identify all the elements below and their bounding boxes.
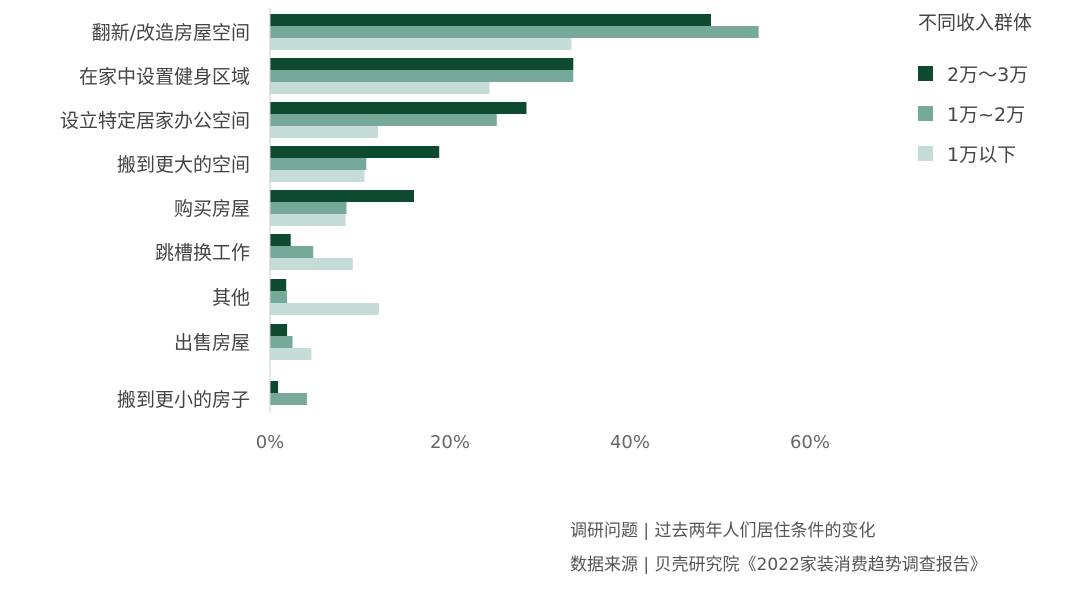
legend-swatch-high xyxy=(918,65,933,81)
category-label: 其他 xyxy=(212,287,250,309)
legend: 不同收入群体 2万～3万 1万~2万 1万以下 xyxy=(918,8,1032,173)
bar-7-series-0 xyxy=(270,324,288,336)
bar-5-series-0 xyxy=(270,234,291,246)
legend-swatch-low xyxy=(918,145,933,161)
category-label: 在家中设置健身区域 xyxy=(79,66,250,88)
bar-0-series-0 xyxy=(270,14,711,26)
bar-6-series-1 xyxy=(270,291,288,303)
bar-1-series-0 xyxy=(270,58,574,70)
category-label: 搬到更大的空间 xyxy=(117,154,250,176)
bar-5-series-1 xyxy=(270,246,314,258)
bar-7-series-2 xyxy=(270,348,312,360)
bar-1-series-1 xyxy=(270,70,574,82)
legend-item-high: 2万～3万 xyxy=(918,53,1032,93)
legend-item-mid: 1万~2万 xyxy=(918,93,1032,133)
category-label: 设立特定居家办公空间 xyxy=(60,110,250,132)
bar-2-series-2 xyxy=(270,126,378,138)
bar-8-series-0 xyxy=(270,381,279,393)
bar-7-series-1 xyxy=(270,336,293,348)
bar-3-series-0 xyxy=(270,146,440,158)
category-label: 搬到更小的房子 xyxy=(117,389,250,411)
survey-question-note: 调研问题 | 过去两年人们居住条件的变化 xyxy=(570,521,876,541)
bar-3-series-2 xyxy=(270,170,365,182)
bar-4-series-1 xyxy=(270,202,347,214)
legend-label-high: 2万～3万 xyxy=(947,63,1029,86)
category-label: 出售房屋 xyxy=(174,332,250,354)
bar-4-series-2 xyxy=(270,214,346,226)
x-tick-label: 60% xyxy=(790,432,830,453)
x-tick-labels: 0% 20% 40% 60% xyxy=(256,432,830,453)
bar-6-series-0 xyxy=(270,279,287,291)
bar-1-series-2 xyxy=(270,82,490,94)
bar-8-series-1 xyxy=(270,393,307,405)
x-tick-label: 40% xyxy=(610,432,650,453)
bar-0-series-1 xyxy=(270,26,759,38)
bars-group xyxy=(270,14,759,405)
bar-5-series-2 xyxy=(270,258,353,270)
legend-item-low: 1万以下 xyxy=(918,133,1032,173)
bar-2-series-0 xyxy=(270,102,527,114)
legend-label-low: 1万以下 xyxy=(947,143,1017,166)
legend-title: 不同收入群体 xyxy=(918,12,1033,34)
data-source-note: 数据来源 | 贝壳研究院《2022家装消费趋势调查报告》 xyxy=(570,555,987,575)
bar-0-series-2 xyxy=(270,38,572,50)
bar-2-series-1 xyxy=(270,114,497,126)
x-tick-label: 20% xyxy=(430,432,470,453)
bar-6-series-2 xyxy=(270,303,379,315)
x-tick-label: 0% xyxy=(256,432,285,453)
legend-swatch-mid xyxy=(918,105,933,121)
category-label: 购买房屋 xyxy=(174,198,250,220)
category-labels: 翻新/改造房屋空间在家中设置健身区域设立特定居家办公空间搬到更大的空间购买房屋跳… xyxy=(60,22,250,411)
category-label: 翻新/改造房屋空间 xyxy=(92,22,250,44)
bar-3-series-1 xyxy=(270,158,367,170)
bar-4-series-0 xyxy=(270,190,414,202)
category-label: 跳槽换工作 xyxy=(155,242,250,264)
legend-label-mid: 1万~2万 xyxy=(947,103,1026,126)
